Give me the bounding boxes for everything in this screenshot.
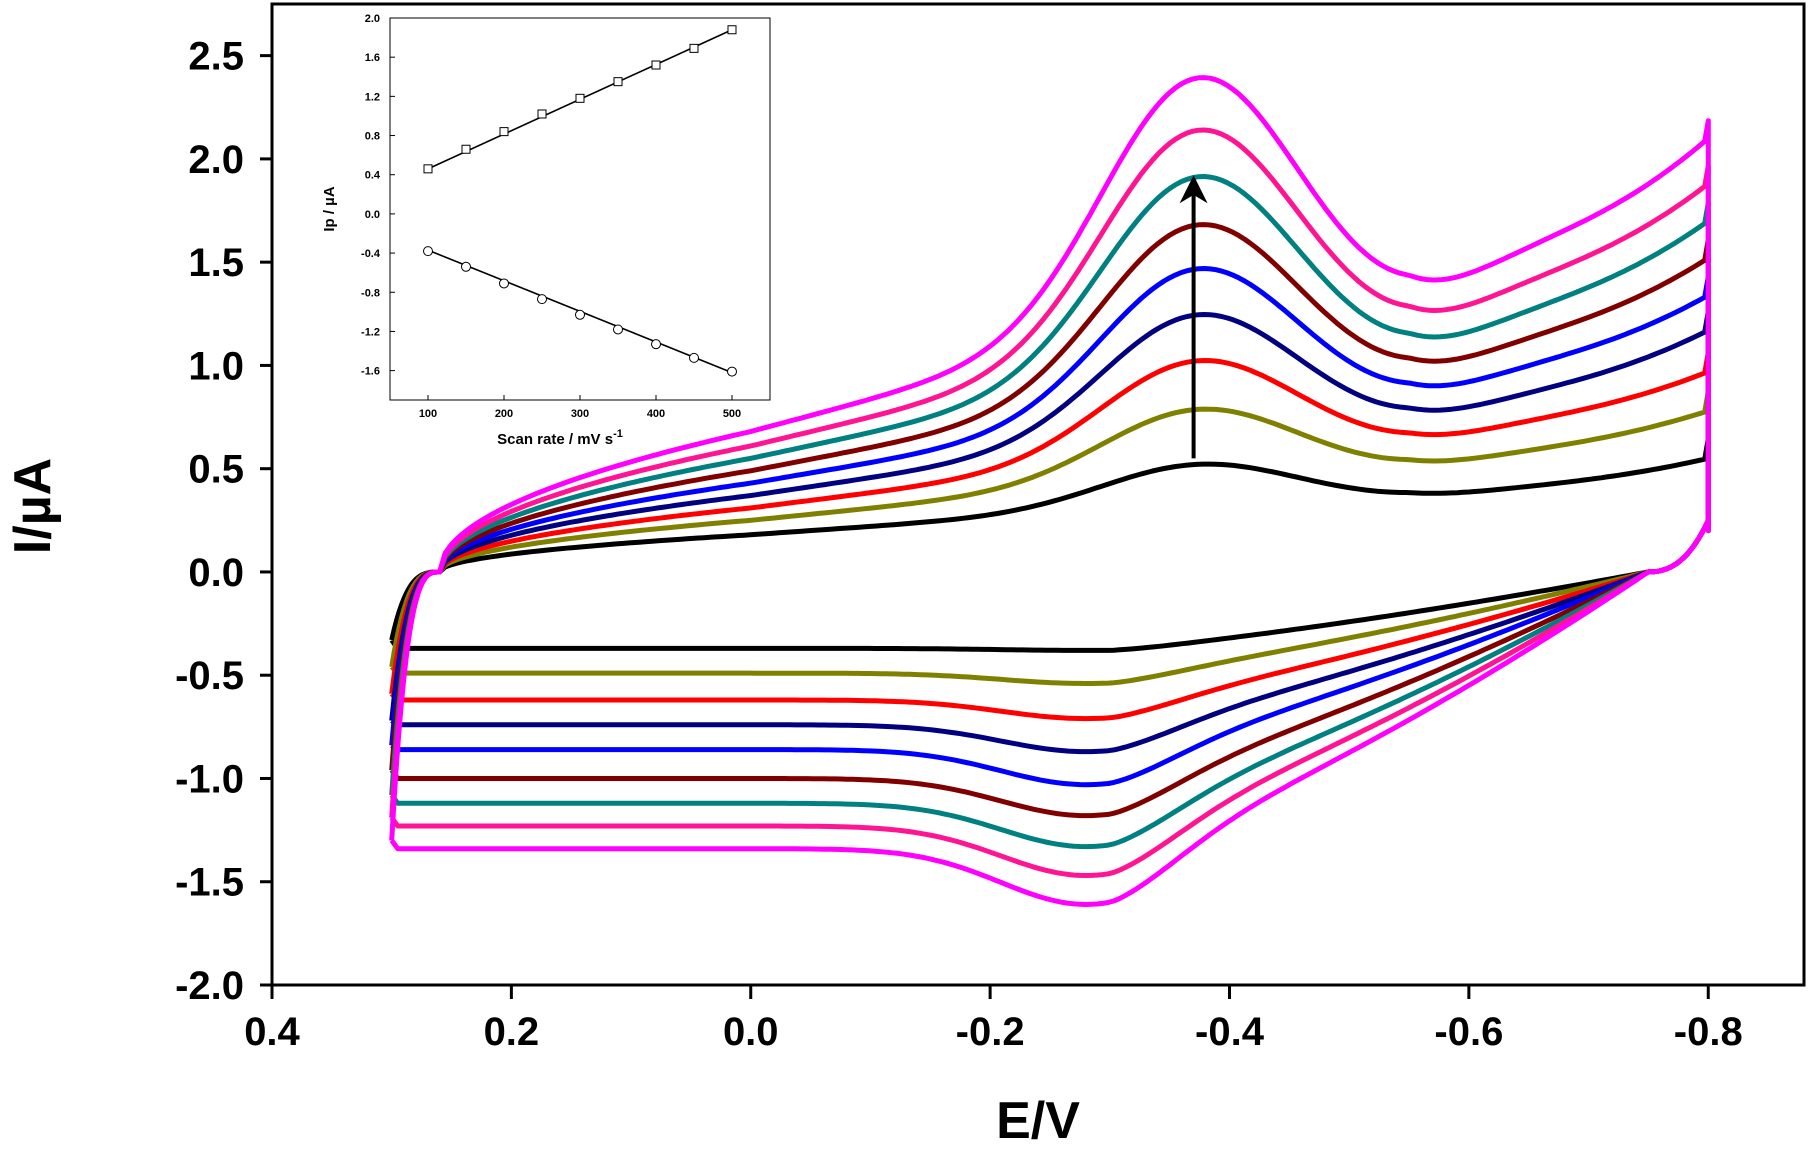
main-y-tick-label: 0.0 [188,551,244,595]
main-y-tick-label: -1.0 [175,757,244,801]
inset-y-tick-label: 1.2 [365,91,380,103]
main-x-tick-label: 0.4 [244,1010,300,1054]
inset-y-tick-label: 0.4 [365,170,381,182]
inset-x-tick-label: 400 [647,408,665,420]
inset-x-axis-label: Scan rate / mV s-1 [497,428,623,448]
main-y-tick-label: 2.5 [188,35,244,79]
main-y-tick-label: 0.5 [188,448,244,492]
inset-cathodic-point [651,339,661,350]
main-x-tick-label: -0.8 [1674,1010,1743,1054]
cv-curve [389,75,1711,907]
inset-cathodic-point [423,246,433,257]
main-y-tick-label: -0.5 [175,654,244,698]
inset-x-ticks: 100 200 300 400 500 [419,395,741,420]
inset-anodic-point [651,60,661,70]
main-y-tick-label: -1.5 [175,861,244,905]
inset-y-tick-label: 2.0 [365,13,380,25]
main-x-axis-label: E/V [996,1092,1080,1144]
main-x-tick-label: 0.0 [723,1010,779,1054]
inset-y-tick-label: -1.2 [361,326,380,338]
inset-anodic-point [727,25,737,35]
main-y-axis-label: I/µA [4,458,62,554]
main-y-axis-label-quantity: I/ [4,525,62,554]
inset-cathodic-point [727,366,737,377]
inset-y-tick-label: 0.8 [365,131,380,143]
main-y-axis-label-unit: µA [4,458,62,526]
inset-plot: 100 200 300 400 500 -1.6 -1.2 -0.8 -0.4 0.0 0.4 0.… [321,13,771,448]
inset-anodic-point [423,164,433,174]
inset-cathodic-point [537,294,547,305]
inset-anodic-point [613,77,623,87]
main-y-ticks: -2.0 -1.5 -1.0 -0.5 0.0 0.5 1.0 1.5 2.0 2.5 [175,35,272,1008]
inset-y-ticks: -1.6 -1.2 -0.8 -0.4 0.0 0.4 0.8 1.2 1.6 2.0 [361,13,395,378]
inset-series [423,25,737,377]
inset-x-axis-label-exponent: -1 [613,428,623,440]
main-y-tick-label: 1.5 [188,241,244,285]
inset-x-tick-label: 500 [723,408,741,420]
inset-anodic-point [499,127,509,137]
inset-x-tick-label: 100 [419,408,437,420]
inset-cathodic-point [613,324,623,335]
main-plot: 0.4 0.2 0.0 -0.2 -0.4 -0.6 -0.8 -2.0 -1.5 -1.0 -0… [4,2,1806,1149]
main-x-tick-label: -0.2 [956,1010,1025,1054]
inset-x-axis-label-text: Scan rate / mV s [497,431,613,448]
inset-cathodic-point [499,278,509,289]
inset-y-axis-label: Ip / µA [321,186,338,231]
inset-cathodic-point [461,261,471,272]
inset-x-tick-label: 300 [571,408,589,420]
inset-anodic-point [689,43,699,53]
inset-y-tick-label: -1.6 [361,366,380,378]
inset-y-tick-label: 1.6 [365,52,380,64]
inset-plot-frame [389,17,771,401]
main-y-tick-label: 1.0 [188,344,244,388]
inset-cathodic-point [575,309,585,320]
inset-anodic-point [537,109,547,119]
inset-y-tick-label: -0.8 [361,287,380,299]
inset-anodic-point [575,93,585,103]
main-y-tick-label: 2.0 [188,138,244,182]
inset-x-tick-label: 200 [495,408,513,420]
main-y-tick-label: -2.0 [175,964,244,1008]
main-x-tick-label: -0.6 [1434,1010,1503,1054]
main-x-tick-label: 0.2 [484,1010,540,1054]
inset-y-tick-label: 0.0 [365,209,380,221]
inset-cathodic-point [689,352,699,363]
cv-curves [389,75,1711,907]
main-x-ticks: 0.4 0.2 0.0 -0.2 -0.4 -0.6 -0.8 [244,985,1743,1054]
inset-y-tick-label: -0.4 [361,248,381,260]
main-x-tick-label: -0.4 [1195,1010,1265,1054]
inset-anodic-point [461,144,471,154]
